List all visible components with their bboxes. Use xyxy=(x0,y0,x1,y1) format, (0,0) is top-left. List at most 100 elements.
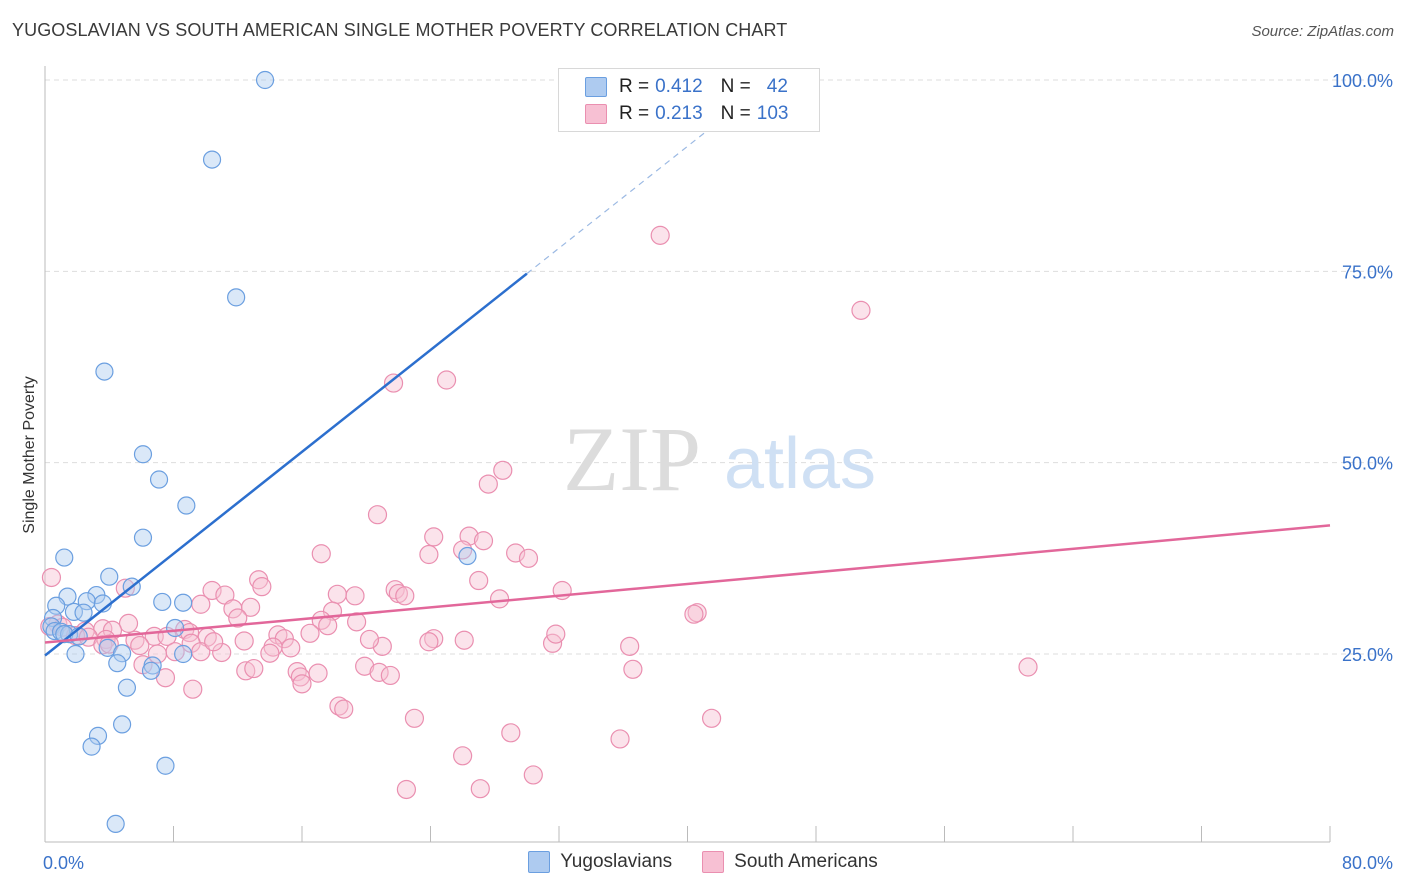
data-point-south-americans xyxy=(287,662,307,682)
data-point-south-americans xyxy=(518,548,539,568)
source-note: Source: ZipAtlas.com xyxy=(1251,23,1394,40)
y-tick-label: 100.0% xyxy=(1332,71,1393,91)
legend-label-yugoslavians: Yugoslavians xyxy=(560,851,673,872)
data-point-yugoslavians xyxy=(174,593,193,612)
data-point-yugoslavians xyxy=(255,70,275,90)
legend-item-south-americans: South Americans xyxy=(702,851,878,873)
data-point-south-americans xyxy=(212,642,232,663)
legend-swatch-blue xyxy=(585,77,607,97)
data-point-south-americans xyxy=(130,635,150,656)
data-point-south-americans xyxy=(380,665,400,686)
data-point-south-americans xyxy=(93,635,113,655)
data-point-south-americans xyxy=(345,586,365,606)
trend-lines xyxy=(44,94,1331,657)
data-point-south-americans xyxy=(478,474,498,494)
data-point-south-americans xyxy=(701,708,722,728)
data-point-south-americans xyxy=(1018,657,1038,677)
data-point-yugoslavians xyxy=(156,756,175,775)
trend-extension-yugoslavians xyxy=(526,94,753,275)
data-point-yugoslavians xyxy=(117,678,137,697)
data-point-south-americans xyxy=(292,674,312,694)
data-point-yugoslavians xyxy=(112,715,132,734)
data-point-yugoslavians xyxy=(149,470,169,489)
data-point-south-americans xyxy=(469,570,489,591)
data-point-south-americans xyxy=(501,723,521,743)
series-legend: Yugoslavians South Americans xyxy=(0,851,1406,873)
data-point-south-americans xyxy=(147,644,168,664)
data-point-south-americans xyxy=(369,662,389,682)
data-point-south-americans xyxy=(327,584,347,604)
legend-r-label: R = xyxy=(619,103,650,124)
tick-labels: 25.0% 50.0% 75.0% 100.0% 0.0% 80.0% xyxy=(43,71,1393,873)
data-point-south-americans xyxy=(424,527,444,547)
data-point-south-americans xyxy=(419,544,439,565)
x-tick-label: 80.0% xyxy=(1342,853,1393,873)
y-tick-label: 25.0% xyxy=(1342,645,1393,665)
legend-n-value: 103 xyxy=(756,103,789,124)
data-point-south-americans xyxy=(687,603,707,623)
chart-title: YUGOSLAVIAN VS SOUTH AMERICAN SINGLE MOT… xyxy=(12,20,788,40)
data-point-south-americans xyxy=(244,658,264,679)
legend-n-label: N = xyxy=(720,76,751,97)
data-point-south-americans xyxy=(404,708,425,728)
watermark: ZIP atlas xyxy=(563,408,876,510)
data-point-south-americans xyxy=(236,661,256,681)
data-point-south-americans xyxy=(228,608,248,628)
data-point-south-americans xyxy=(453,540,473,560)
data-point-yugoslavians xyxy=(141,661,161,680)
x-tick-label: 0.0% xyxy=(43,853,84,873)
data-point-yugoslavians xyxy=(100,567,119,586)
data-point-south-americans xyxy=(383,373,404,393)
legend-swatch-blue xyxy=(528,851,551,873)
data-point-south-americans xyxy=(183,679,203,699)
data-point-south-americans xyxy=(650,225,670,245)
data-point-yugoslavians xyxy=(64,602,84,622)
data-point-south-americans xyxy=(473,531,494,551)
data-point-south-americans xyxy=(281,638,301,658)
legend-n-value: 42 xyxy=(766,76,788,97)
legend-label-south-americans: South Americans xyxy=(734,851,878,872)
data-point-yugoslavians xyxy=(108,654,127,673)
data-point-south-americans xyxy=(395,586,415,606)
y-tick-label: 50.0% xyxy=(1342,454,1393,474)
legend-row-south-americans: R = 0.213 N = 103 xyxy=(585,101,788,127)
correlation-legend: R = 0.412 N = 42 R = 0.213 N = 103 xyxy=(558,68,820,132)
data-point-south-americans xyxy=(334,699,354,719)
data-point-south-americans xyxy=(436,370,457,390)
data-point-south-americans xyxy=(290,667,310,687)
data-point-yugoslavians xyxy=(227,288,246,307)
data-point-south-americans xyxy=(359,629,380,650)
data-point-yugoslavians xyxy=(66,644,85,664)
data-point-yugoslavians xyxy=(133,445,153,464)
legend-swatch-pink xyxy=(702,851,725,873)
data-point-south-americans xyxy=(620,636,640,656)
legend-n-label: N = xyxy=(720,103,751,124)
data-point-south-americans xyxy=(308,663,328,683)
data-point-yugoslavians xyxy=(106,814,125,834)
legend-r-label: R = xyxy=(619,76,650,97)
legend-r-value: 0.213 xyxy=(655,103,703,124)
legend-r-value: 0.412 xyxy=(655,76,703,97)
data-point-south-americans xyxy=(367,505,388,525)
data-point-south-americans xyxy=(234,631,254,651)
data-point-yugoslavians xyxy=(166,618,185,638)
data-point-yugoslavians xyxy=(174,644,193,664)
data-point-south-americans xyxy=(311,544,331,564)
data-point-south-americans xyxy=(115,578,135,598)
legend-swatch-pink xyxy=(585,104,607,124)
data-point-south-americans xyxy=(202,580,222,601)
data-point-yugoslavians xyxy=(55,548,74,567)
data-point-south-americans xyxy=(191,594,211,614)
data-point-south-americans xyxy=(684,604,704,624)
data-point-yugoslavians xyxy=(74,603,93,622)
axes xyxy=(44,66,1331,843)
data-point-south-americans xyxy=(318,616,338,636)
data-point-yugoslavians xyxy=(95,362,114,381)
data-point-south-americans xyxy=(623,659,643,679)
data-point-south-americans xyxy=(453,746,473,766)
data-point-south-americans xyxy=(260,643,280,663)
legend-item-yugoslavians: Yugoslavians xyxy=(528,851,672,873)
data-point-yugoslavians xyxy=(77,592,96,611)
data-point-south-americans xyxy=(355,656,375,676)
data-point-south-americans xyxy=(493,460,513,480)
